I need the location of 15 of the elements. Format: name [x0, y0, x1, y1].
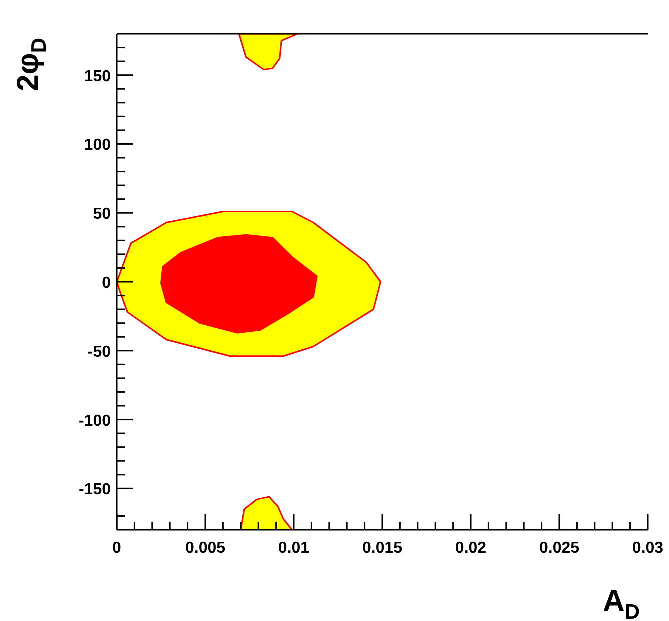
y-tick-label: -150 — [78, 482, 112, 499]
x-tick-label: 0.01 — [278, 540, 310, 557]
y-tick-label: -100 — [78, 412, 112, 430]
x-tick-label: 0.03 — [632, 540, 664, 557]
x-tick-label: 0.025 — [539, 540, 580, 557]
x-tick-label: 0.02 — [455, 540, 487, 557]
x-tick-label: 0.005 — [185, 540, 226, 557]
y-tick-label: 0 — [102, 275, 112, 292]
y-tick-label: -50 — [88, 344, 112, 361]
x-tick-label: 0 — [112, 540, 122, 557]
y-tick-label: 100 — [84, 137, 112, 154]
x-tick-label: 0.015 — [362, 540, 403, 557]
y-tick-label: 150 — [84, 68, 112, 86]
x-axis-title: A$_{D}$ — [603, 585, 640, 621]
y-tick-label: 50 — [93, 206, 112, 224]
